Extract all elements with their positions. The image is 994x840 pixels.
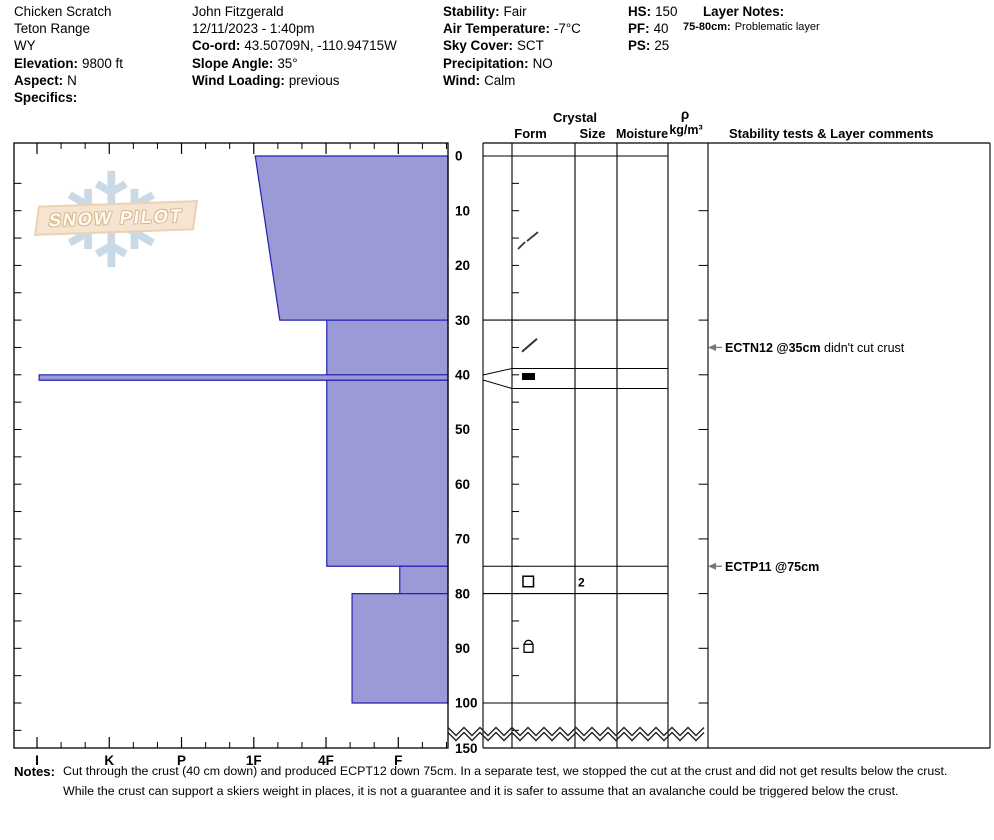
header-moisture: Moisture <box>616 127 668 141</box>
grain-df-icon <box>521 337 538 353</box>
grain-rounding-faceted-icon <box>523 639 534 645</box>
hardness-axis-label: 1F <box>246 753 262 768</box>
header-line: WY <box>14 38 36 54</box>
depth-label: 10 <box>455 203 470 218</box>
depth-label: 150 <box>455 741 478 756</box>
hardness-axis-label: F <box>394 753 402 768</box>
header-line: Teton Range <box>14 21 90 37</box>
hardness-axis-label: I <box>35 753 39 768</box>
header-field: Elevation: 9800 ft <box>14 55 123 71</box>
layer-bar <box>326 379 449 567</box>
header-col-conditions: Stability: Fair Air Temperature: -7°C Sky Co… <box>443 4 581 90</box>
notes-block: Notes: Cut through the crust (40 cm down… <box>14 762 977 801</box>
layer-bar <box>254 155 449 321</box>
grain-size-value: 2 <box>578 575 585 589</box>
layer-notes-title: Layer Notes: <box>703 4 785 19</box>
header-size: Size <box>579 126 605 141</box>
depth-label: 0 <box>455 149 463 164</box>
header-line: 12/11/2023 - 1:40pm <box>192 21 315 37</box>
header-field: Sky Cover: SCT <box>443 38 544 54</box>
notes-text: Cut through the crust (40 cm down) and p… <box>63 764 948 798</box>
hardness-chart-frame <box>13 142 449 749</box>
header-field: Wind Loading: previous <box>192 72 340 88</box>
notes-label: Notes: <box>14 764 56 779</box>
header-form: Form <box>514 126 547 141</box>
header-col-observer: John Fitzgerald 12/11/2023 - 1:40pm Co-ord… <box>192 4 397 90</box>
hardness-axis-label: P <box>177 753 186 768</box>
header-field: Wind: Calm <box>443 72 516 88</box>
grain-faceted-icon <box>522 575 535 588</box>
test-arrowhead <box>708 343 716 351</box>
header-field: HS: 150 <box>628 4 678 19</box>
depth-label: 50 <box>455 422 470 437</box>
exploded-fan-line <box>482 368 513 376</box>
header-crystal: Crystal <box>553 110 597 125</box>
layer-bar <box>351 592 449 704</box>
layer-bar <box>399 565 449 595</box>
layer-bar <box>38 374 449 381</box>
axis-break-zigzag <box>447 726 705 737</box>
header-density-symbol: ρ <box>681 107 689 122</box>
header-col-location: Chicken Scratch Teton Range WY Elevation: 98… <box>14 4 123 107</box>
header-field: Air Temperature: -7°C <box>443 21 581 37</box>
depth-label: 100 <box>455 696 478 711</box>
header-col-snowpack: HS: 150 PF: 40 PS: 25 <box>628 4 677 56</box>
test-annotation: ECTP11 @75cm <box>725 560 819 574</box>
header-field: Co-ord: 43.50709N, -110.94715W <box>192 38 397 54</box>
hardness-axis-label: K <box>104 753 114 768</box>
depth-label: 70 <box>455 532 470 547</box>
test-arrowhead <box>708 562 716 570</box>
header-field: Slope Angle: 35° <box>192 55 298 71</box>
axis-break-zigzag <box>447 731 705 742</box>
depth-label: 60 <box>455 477 470 492</box>
depth-label: 30 <box>455 313 470 328</box>
header-comments: Stability tests & Layer comments <box>729 126 933 141</box>
test-annotation: ECTN12 @35cm didn't cut crust <box>725 341 905 355</box>
grain-ice-icon <box>522 373 535 380</box>
header-field: PS: 25 <box>628 38 670 54</box>
depth-label: 20 <box>455 258 470 273</box>
layer-note: 75-80cm: Problematic layer <box>683 21 820 34</box>
header-field: Aspect: N <box>14 72 77 88</box>
header-field: Stability: Fair <box>443 4 527 19</box>
depth-label: 80 <box>455 586 470 601</box>
header-density-unit: kg/m³ <box>669 123 702 137</box>
header-line: Chicken Scratch <box>14 4 112 19</box>
layer-bar <box>326 319 449 376</box>
header-field: PF: 40 <box>628 21 669 37</box>
header-line: John Fitzgerald <box>192 4 284 19</box>
depth-label: 40 <box>455 368 470 383</box>
hardness-axis-label: 4F <box>318 753 334 768</box>
header-field: Precipitation: NO <box>443 55 553 71</box>
header-col-layer-notes: Layer Notes: 75-80cm: Problematic layer <box>683 4 820 38</box>
depth-label: 90 <box>455 641 470 656</box>
grain-rounding-faceted-icon <box>523 643 534 653</box>
exploded-fan-line <box>482 379 513 389</box>
header-field: Specifics: <box>14 89 78 105</box>
grain-df-icon <box>526 231 539 242</box>
grain-df-icon <box>517 241 526 250</box>
